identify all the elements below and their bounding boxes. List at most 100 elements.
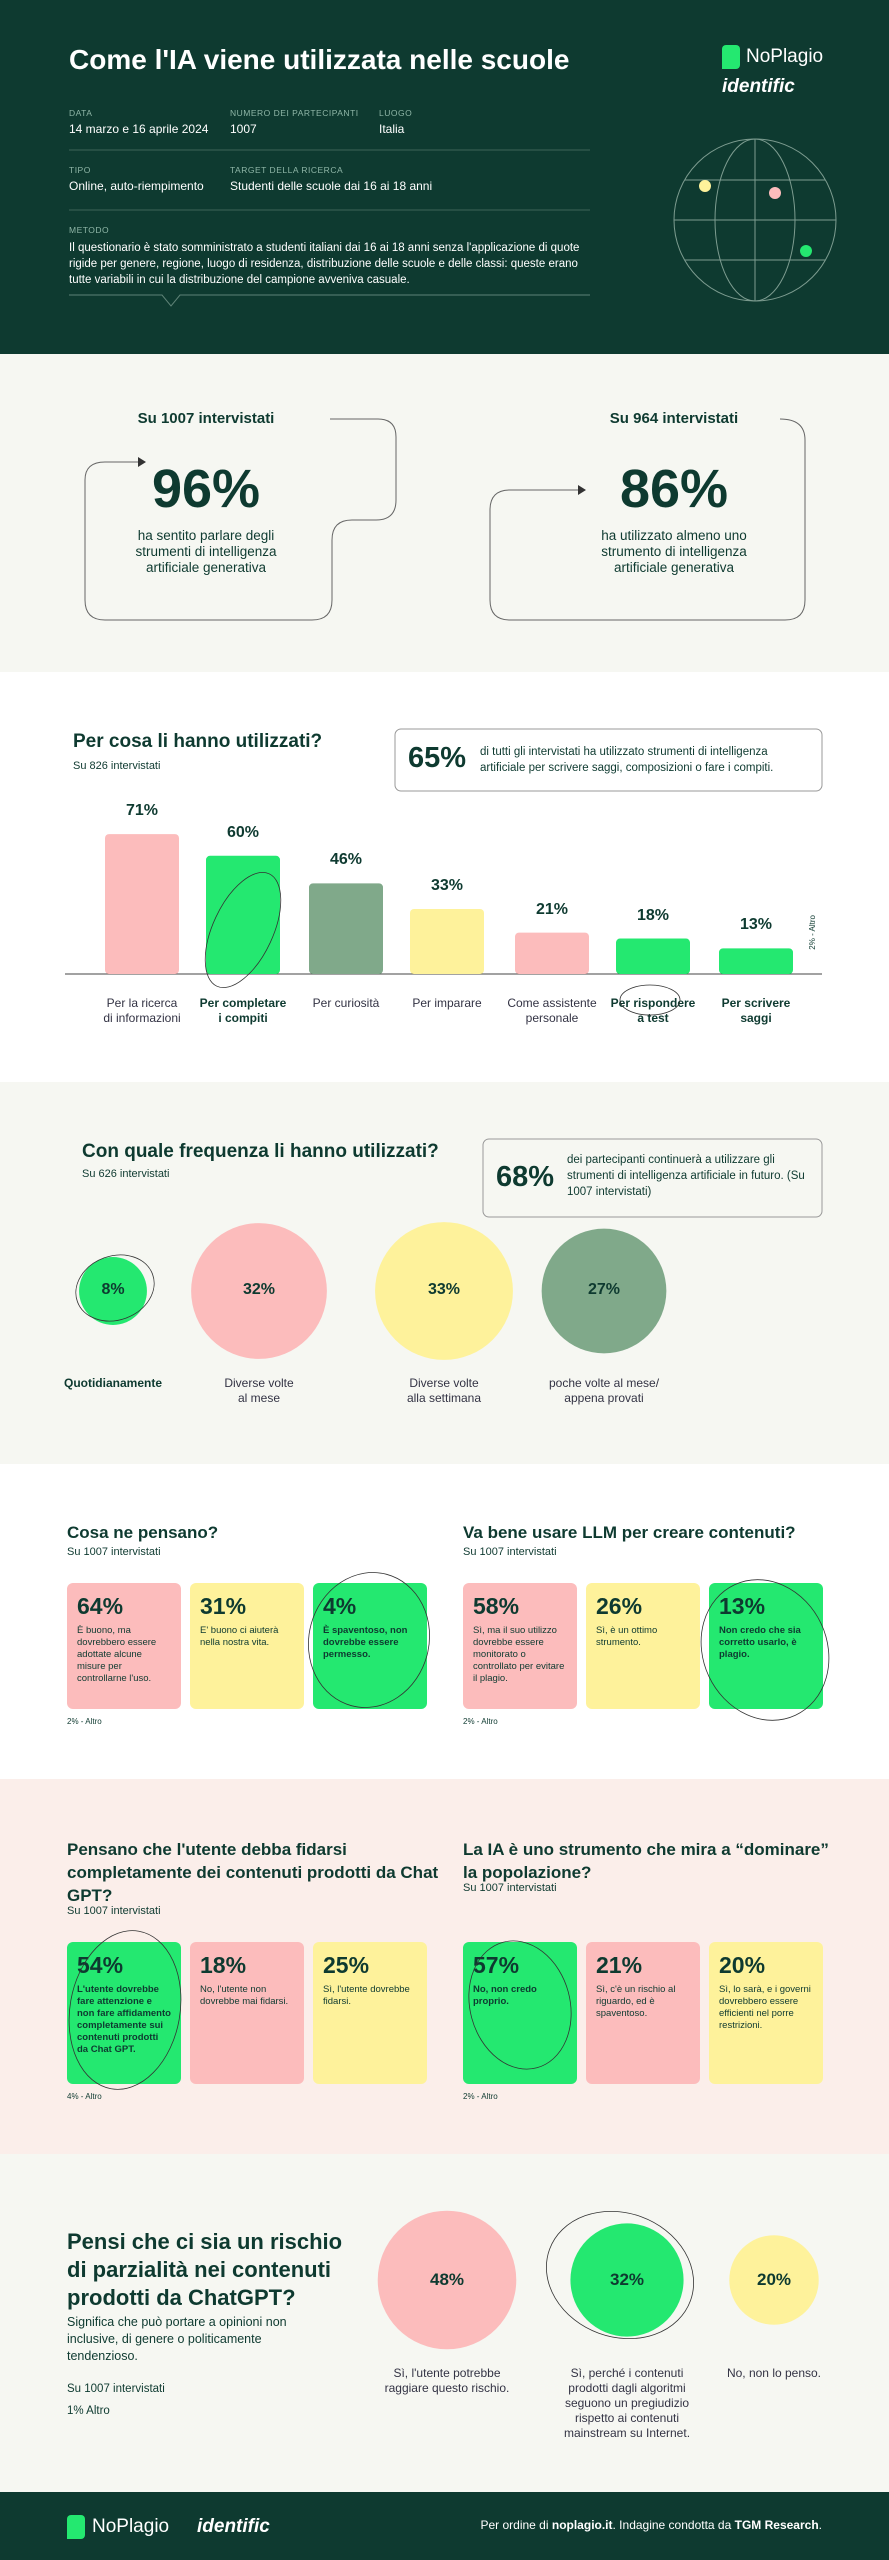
logo: NoPlagio — [746, 46, 824, 67]
card-percent: 54% — [77, 1952, 124, 1978]
value-label: 27% — [587, 1281, 621, 1298]
divider — [69, 294, 590, 307]
card-text: E' buono ci aiuterà nella nostra vita. — [200, 1625, 279, 1648]
bubble — [191, 1223, 327, 1359]
field-label: TIPO — [69, 165, 91, 175]
sample: Su 1007 intervistati — [67, 1546, 161, 1558]
value-label: 48% — [429, 2270, 465, 2289]
bubble — [541, 1228, 667, 1354]
value-label: 60% — [226, 823, 260, 841]
category-label: Sì, perché i contenuti prodotti dagli al… — [563, 2366, 691, 2440]
logo: identific — [197, 2516, 270, 2537]
card: 25% Sì, l'utente dovrebbe fidarsi. — [313, 1942, 427, 2084]
section-title: Va bene usare LLM per creare contenuti? — [463, 1523, 796, 1542]
sample: Su 826 intervistati — [73, 760, 161, 772]
footer-text-part: . — [818, 2518, 822, 2532]
globe-dot — [699, 180, 711, 192]
other-note: 4% - Altro — [67, 2092, 102, 2101]
sample: Su 1007 intervistati — [463, 1546, 557, 1558]
card: 13% Non credo che sia corretto usarlo, è … — [709, 1583, 823, 1709]
category-label: Per completare i compiti — [199, 996, 287, 1025]
other-note: 2% - Altro — [463, 1717, 498, 1726]
section-title: Pensano che l'utente debba fidarsi compl… — [67, 1840, 439, 1905]
bar — [206, 855, 280, 974]
field-value: Studenti delle scuole dai 16 ai 18 anni — [230, 179, 433, 193]
arrow — [578, 485, 586, 495]
highlight-percent: 65% — [408, 742, 467, 774]
card-percent: 57% — [473, 1952, 520, 1978]
card-percent: 31% — [200, 1593, 247, 1619]
method-text: Il questionario è stato somministrato a … — [69, 242, 580, 286]
sample: Su 626 intervistati — [82, 1168, 170, 1180]
card: 54% L'utente dovrebbe fare attenzione e n… — [67, 1942, 181, 2084]
sample: Su 964 intervistati — [609, 410, 739, 427]
card-text: È spaventoso, non dovrebbe essere permes… — [323, 1625, 408, 1660]
logo: identific — [722, 76, 795, 97]
footer-text: Per ordine di noplagio.it. Indagine cond… — [420, 2518, 822, 2532]
card-percent: 4% — [323, 1593, 357, 1619]
bar — [309, 883, 383, 974]
category-label: Per scrivere saggi — [721, 996, 791, 1025]
other-note: 1% Altro — [67, 2405, 110, 2417]
card-percent: 18% — [200, 1952, 247, 1978]
footer-text-part: noplagio.it — [551, 2518, 613, 2532]
sample: Su 1007 intervistati — [67, 1905, 161, 1917]
card: 20% Sì, lo sarà, e i governi dovrebbero e… — [709, 1942, 823, 2084]
callout-box — [394, 728, 823, 792]
field-value: Online, auto-riempimento — [69, 179, 204, 193]
card: 18% No, l'utente non dovrebbe mai fidarsi… — [190, 1942, 304, 2084]
value-label: 46% — [329, 851, 363, 869]
card-text: Sì, ma il suo utilizzo dovrebbe essere m… — [473, 1625, 565, 1684]
card-text: No, non credo proprio. — [473, 1984, 537, 2007]
other-note: 2% - Altro — [67, 1717, 102, 1726]
field-value: Italia — [379, 122, 405, 136]
card-text: Non credo che sia corretto usarlo, è pla… — [719, 1625, 801, 1660]
card-percent: 13% — [719, 1593, 766, 1619]
category-label: No, non lo penso. — [726, 2366, 822, 2380]
category-label: Sì, l'utente potrebbe raggiare questo ri… — [384, 2366, 510, 2395]
card-percent: 21% — [596, 1952, 643, 1978]
card: 58% Sì, ma il suo utilizzo dovrebbe esser… — [463, 1583, 577, 1709]
field-value: 14 marzo e 16 aprile 2024 — [69, 122, 209, 136]
value-label: 71% — [125, 802, 159, 820]
section-title: Cosa ne pensano? — [67, 1523, 219, 1542]
field-label: NUMERO DEI PARTECIPANTI — [230, 108, 359, 118]
title: Come l'IA viene utilizzata nelle scuole — [69, 44, 570, 75]
card-text: Sì, l'utente dovrebbe fidarsi. — [323, 1984, 410, 2007]
card-percent: 25% — [323, 1952, 370, 1978]
field-label: METODO — [69, 225, 110, 235]
bubble — [729, 2235, 819, 2325]
card-percent: 64% — [77, 1593, 124, 1619]
section-title: Pensi che ci sia un rischio di parzialit… — [67, 2229, 343, 2310]
value-label: 32% — [609, 2270, 645, 2289]
card-text: Sì, è un ottimo strumento. — [596, 1625, 658, 1648]
highlight-text: dei partecipanti continuerà a utilizzare… — [567, 1154, 805, 1198]
card: 31% E' buono ci aiuterà nella nostra vita… — [190, 1583, 304, 1709]
big-percent: 86% — [619, 459, 729, 519]
big-percent: 96% — [151, 459, 261, 519]
description: ha utilizzato almeno uno strumento di in… — [601, 528, 747, 575]
card: 21% Sì, c'è un rischio al riguardo, ed è … — [586, 1942, 700, 2084]
decor-line — [489, 418, 806, 621]
globe-dot — [769, 187, 781, 199]
section-title: Per cosa li hanno utilizzati? — [73, 731, 323, 752]
footer-text-part: TGM Research — [734, 2518, 819, 2532]
category-label: Come assistente personale — [507, 996, 597, 1025]
globe-dot — [800, 245, 812, 257]
globe — [673, 138, 837, 302]
footer-bg — [0, 2492, 889, 2560]
bar — [410, 908, 484, 974]
value-label: 33% — [427, 1281, 461, 1298]
category-label: Quotidianamente — [63, 1376, 162, 1390]
card-percent: 26% — [596, 1593, 643, 1619]
card-text: Sì, lo sarà, e i governi dovrebbero esse… — [719, 1984, 811, 2031]
category-label: Per curiosità — [312, 996, 380, 1010]
bar — [719, 948, 793, 974]
logo: NoPlagio — [92, 2516, 170, 2537]
category-label: Per rispondere a test — [610, 996, 696, 1025]
category-label: poche volte al mese/ appena provati — [548, 1376, 660, 1405]
value-label: 32% — [242, 1281, 276, 1298]
card-text: È buono, ma dovrebbero essere adottate a… — [77, 1625, 157, 1684]
